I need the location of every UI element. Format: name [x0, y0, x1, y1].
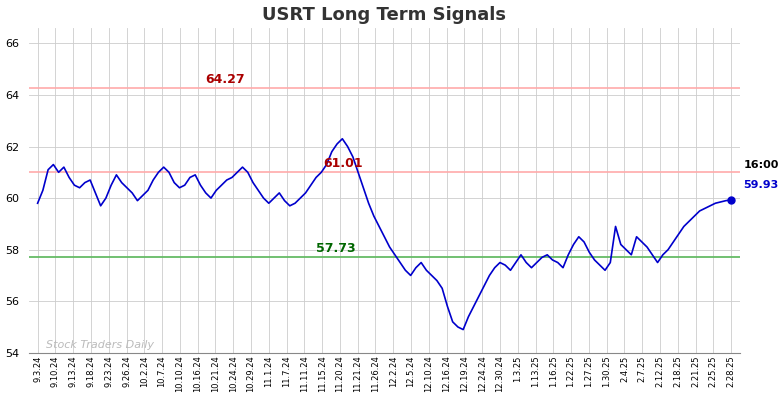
Text: 64.27: 64.27 — [205, 73, 245, 86]
Text: 57.73: 57.73 — [316, 242, 356, 255]
Title: USRT Long Term Signals: USRT Long Term Signals — [263, 6, 506, 23]
Text: 59.93: 59.93 — [743, 180, 779, 190]
Text: 16:00: 16:00 — [743, 160, 779, 170]
Text: Stock Traders Daily: Stock Traders Daily — [46, 339, 154, 349]
Text: 61.01: 61.01 — [323, 157, 362, 170]
